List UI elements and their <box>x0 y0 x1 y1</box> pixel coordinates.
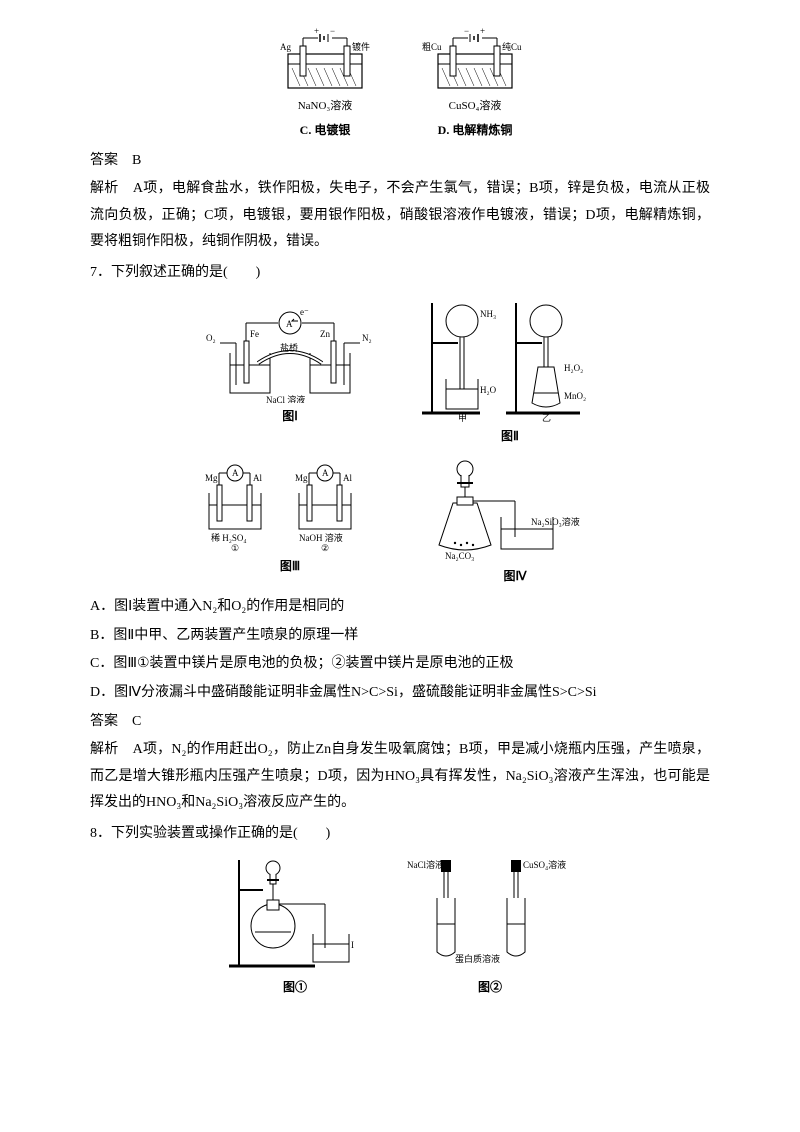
svg-text:A: A <box>322 468 329 478</box>
svg-text:②: ② <box>321 543 329 553</box>
svg-text:Zn: Zn <box>320 329 330 339</box>
svg-text:蛋白质溶液: 蛋白质溶液 <box>455 953 500 964</box>
fig-iii-cell: A Mg Al 稀 H₂SO₄ ① A Mg Al NaOH 溶液 ② <box>195 453 385 588</box>
svg-text:N₂: N₂ <box>362 333 372 343</box>
svg-text:Al: Al <box>343 473 352 483</box>
fig-c-plated: 镀件 <box>352 41 370 52</box>
svg-text:O₂: O₂ <box>206 333 216 343</box>
fig-iii-caption: 图Ⅲ <box>195 555 385 578</box>
svg-text:甲: 甲 <box>458 413 467 423</box>
fig-c-cell: + − Ag 镀件 NaNO₃溶液 C. 电镀银 <box>270 26 380 142</box>
q8-fig1-cell: I 图① <box>225 854 365 999</box>
svg-text:I: I <box>351 940 354 950</box>
svg-text:稀 H₂SO₄: 稀 H₂SO₄ <box>211 532 247 543</box>
fig-ii-caption: 图Ⅱ <box>420 425 600 448</box>
q8-fig2-caption: 图② <box>405 976 575 999</box>
fig-c-caption: C. 电镀银 <box>270 119 380 142</box>
fig-d-solution: CuSO₄溶液 <box>420 96 530 117</box>
svg-text:Fe: Fe <box>250 329 259 339</box>
fig-ii-svg: NH₃ H₂O 甲 H₂O₂ MnO₂ 乙 <box>420 293 600 423</box>
q7-opt-d: D．图Ⅳ分液漏斗中盛硝酸能证明非金属性N>C>Si，盛硫酸能证明非金属性S>C>… <box>90 680 710 707</box>
svg-text:NaCl溶液: NaCl溶液 <box>407 859 444 870</box>
fig-iii-svg: A Mg Al 稀 H₂SO₄ ① A Mg Al NaOH 溶液 ② <box>195 453 385 553</box>
fig-d-svg: − + 粗Cu 纯Cu <box>420 26 530 96</box>
fig-c-ag: Ag <box>280 42 291 52</box>
svg-text:乙: 乙 <box>542 413 551 423</box>
fig-c-solution: NaNO₃溶液 <box>270 96 380 117</box>
fig-ii-cell: NH₃ H₂O 甲 H₂O₂ MnO₂ 乙 图Ⅱ <box>420 293 600 448</box>
answer-b-explain: 解析 A项，电解食盐水，铁作阳极，失电子，不会产生氯气，错误；B项，锌是负极，电… <box>90 176 710 256</box>
q7-fig-row-1: A O₂ Fe e⁻ Zn N₂ 盐桥 NaCl 溶液 图Ⅰ <box>90 293 710 448</box>
svg-text:NH₃: NH₃ <box>480 309 496 319</box>
top-figure-row: + − Ag 镀件 NaNO₃溶液 C. 电镀银 <box>90 26 710 142</box>
fig-iv-svg: Na₂CO₃ Na₂SiO₃溶液 <box>425 453 605 563</box>
svg-text:Na₂CO₃: Na₂CO₃ <box>445 551 474 561</box>
fig-iv-cell: Na₂CO₃ Na₂SiO₃溶液 图Ⅳ <box>425 453 605 588</box>
svg-text:Na₂SiO₃溶液: Na₂SiO₃溶液 <box>531 516 580 527</box>
svg-text:Mg: Mg <box>205 473 218 483</box>
svg-text:A: A <box>232 468 239 478</box>
svg-text:盐桥: 盐桥 <box>280 342 298 353</box>
svg-text:e⁻: e⁻ <box>300 307 309 317</box>
svg-text:NaOH 溶液: NaOH 溶液 <box>299 532 343 543</box>
svg-text:H₂O₂: H₂O₂ <box>564 363 583 373</box>
fig-i-caption: 图Ⅰ <box>200 405 380 428</box>
svg-text:−: − <box>330 26 335 36</box>
svg-text:+: + <box>314 26 319 36</box>
q7-opt-c: C．图Ⅲ①装置中镁片是原电池的负极；②装置中镁片是原电池的正极 <box>90 651 710 678</box>
svg-text:−: − <box>464 26 469 36</box>
svg-text:H₂O: H₂O <box>480 385 497 395</box>
fig-c-svg: + − Ag 镀件 <box>270 26 380 96</box>
fig-d-caption: D. 电解精炼铜 <box>420 119 530 142</box>
svg-text:NaCl 溶液: NaCl 溶液 <box>266 394 305 403</box>
q8-fig2-svg: NaCl溶液 CuSO₄溶液 蛋白质溶液 <box>405 854 575 974</box>
svg-text:Al: Al <box>253 473 262 483</box>
q8-stem: 8．下列实验装置或操作正确的是( ) <box>90 821 710 848</box>
q8-fig-row: I 图① NaCl溶液 CuSO₄溶液 <box>90 854 710 999</box>
fig-d-pure-cu: 纯Cu <box>502 41 522 52</box>
fig-i-cell: A O₂ Fe e⁻ Zn N₂ 盐桥 NaCl 溶液 图Ⅰ <box>200 293 380 448</box>
q8-fig1-caption: 图① <box>225 976 365 999</box>
q7-opt-a: A．图Ⅰ装置中通入N₂和O₂的作用是相同的 <box>90 594 710 621</box>
fig-i-svg: A O₂ Fe e⁻ Zn N₂ 盐桥 NaCl 溶液 <box>200 293 380 403</box>
q7-fig-row-2: A Mg Al 稀 H₂SO₄ ① A Mg Al NaOH 溶液 ② <box>90 453 710 588</box>
svg-text:MnO₂: MnO₂ <box>564 391 586 401</box>
fig-d-cell: − + 粗Cu 纯Cu CuSO₄溶液 D. 电解精炼铜 <box>420 26 530 142</box>
svg-text:CuSO₄溶液: CuSO₄溶液 <box>523 859 566 870</box>
q7-answer: 答案 C <box>90 709 710 736</box>
q8-fig2-cell: NaCl溶液 CuSO₄溶液 蛋白质溶液 图② <box>405 854 575 999</box>
q8-fig1-svg: I <box>225 854 365 974</box>
q7-stem: 7．下列叙述正确的是( ) <box>90 260 710 287</box>
fig-iv-caption: 图Ⅳ <box>425 565 605 588</box>
fig-d-crude-cu: 粗Cu <box>422 41 442 52</box>
q7-opt-b: B．图Ⅱ中甲、乙两装置产生喷泉的原理一样 <box>90 623 710 650</box>
svg-text:+: + <box>480 26 485 36</box>
svg-text:Mg: Mg <box>295 473 308 483</box>
answer-b-label: 答案 B <box>90 148 710 175</box>
q7-explain: 解析 A项，N₂的作用赶出O₂，防止Zn自身发生吸氧腐蚀；B项，甲是减小烧瓶内压… <box>90 737 710 817</box>
svg-text:①: ① <box>231 543 239 553</box>
